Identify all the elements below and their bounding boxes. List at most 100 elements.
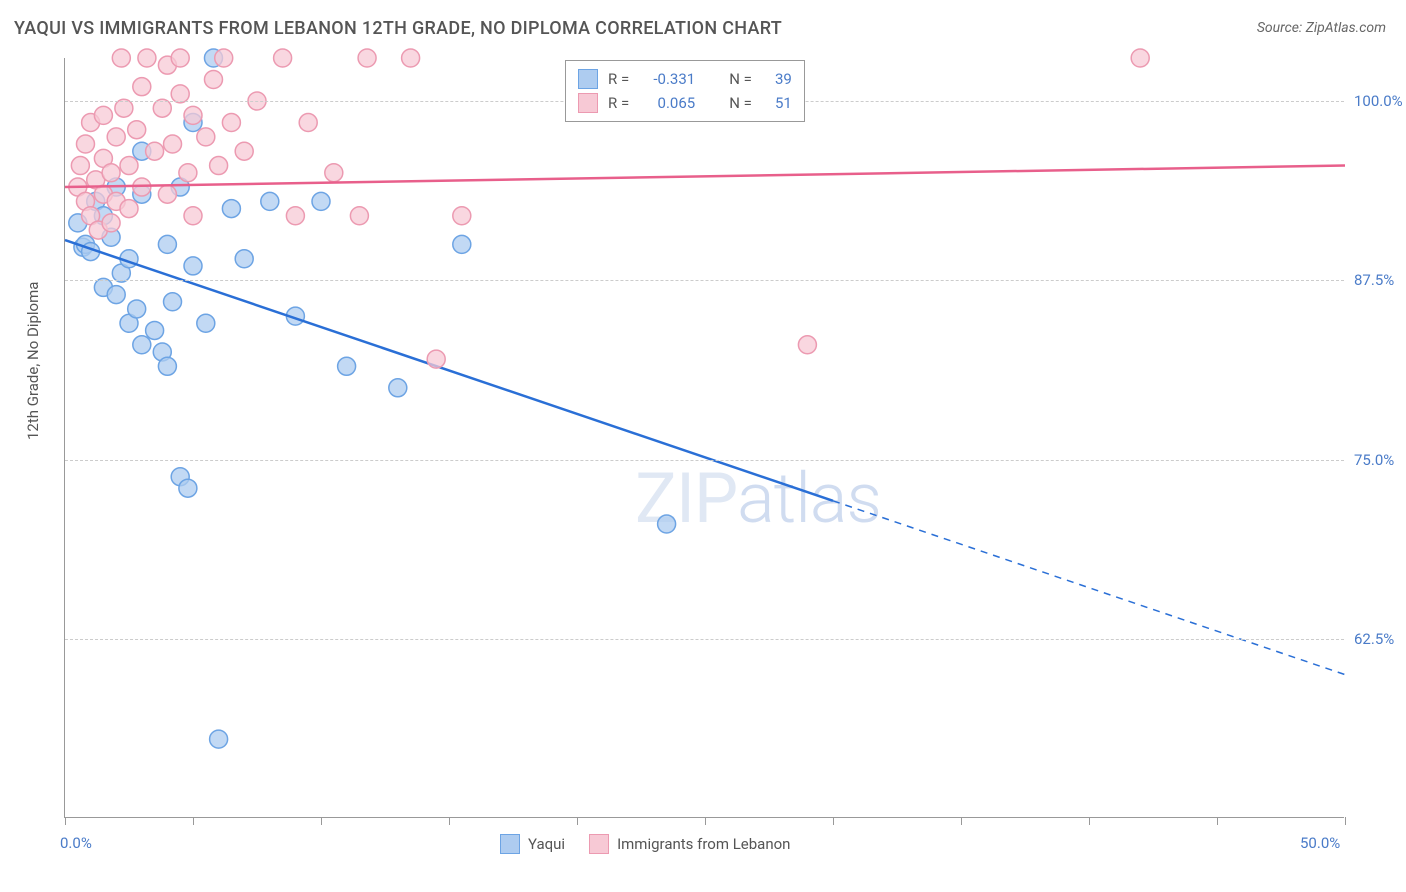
trend-line bbox=[65, 240, 833, 501]
data-point bbox=[358, 49, 376, 67]
x-tick bbox=[1345, 817, 1346, 825]
grid-line bbox=[65, 280, 1344, 281]
data-point bbox=[658, 515, 676, 533]
correlation-legend: R = -0.331 N = 39 R = 0.065 N = 51 bbox=[565, 60, 805, 122]
data-point bbox=[274, 49, 292, 67]
data-point bbox=[171, 49, 189, 67]
legend-series-item: Yaqui bbox=[500, 834, 565, 854]
data-point bbox=[197, 314, 215, 332]
legend-series-label: Yaqui bbox=[528, 835, 565, 853]
data-point bbox=[158, 357, 176, 375]
r-value: 0.065 bbox=[639, 91, 695, 115]
r-label: R = bbox=[608, 91, 629, 115]
data-point bbox=[312, 192, 330, 210]
n-label: N = bbox=[729, 67, 752, 91]
x-tick bbox=[961, 817, 962, 825]
data-point bbox=[235, 250, 253, 268]
plot-area: ZIPatlas bbox=[64, 58, 1344, 818]
n-value: 51 bbox=[762, 91, 792, 115]
x-tick bbox=[321, 817, 322, 825]
data-point bbox=[210, 157, 228, 175]
data-point bbox=[286, 207, 304, 225]
data-point bbox=[138, 49, 156, 67]
data-point bbox=[261, 192, 279, 210]
data-point bbox=[210, 730, 228, 748]
x-tick bbox=[193, 817, 194, 825]
data-point bbox=[128, 121, 146, 139]
data-point bbox=[427, 350, 445, 368]
data-point bbox=[112, 49, 130, 67]
y-tick-label: 100.0% bbox=[1354, 92, 1403, 110]
data-point bbox=[197, 128, 215, 146]
data-point bbox=[179, 164, 197, 182]
chart-title: YAQUI VS IMMIGRANTS FROM LEBANON 12TH GR… bbox=[14, 18, 782, 39]
data-point bbox=[102, 214, 120, 232]
data-point bbox=[107, 286, 125, 304]
data-point bbox=[350, 207, 368, 225]
data-point bbox=[120, 200, 138, 218]
data-point bbox=[325, 164, 343, 182]
r-label: R = bbox=[608, 67, 629, 91]
data-point bbox=[389, 379, 407, 397]
x-tick bbox=[705, 817, 706, 825]
data-point bbox=[453, 235, 471, 253]
data-point bbox=[164, 293, 182, 311]
y-axis-title: 12th Grade, No Diploma bbox=[24, 282, 42, 440]
x-tick-label: 50.0% bbox=[1300, 834, 1340, 852]
legend-swatch bbox=[578, 69, 598, 89]
data-point bbox=[204, 71, 222, 89]
data-point bbox=[158, 185, 176, 203]
data-point bbox=[184, 207, 202, 225]
y-tick-label: 87.5% bbox=[1354, 271, 1394, 289]
y-tick-label: 62.5% bbox=[1354, 630, 1394, 648]
data-point bbox=[133, 336, 151, 354]
data-point bbox=[128, 300, 146, 318]
data-point bbox=[133, 78, 151, 96]
data-point bbox=[179, 479, 197, 497]
data-point bbox=[235, 142, 253, 160]
data-point bbox=[215, 49, 233, 67]
legend-swatch bbox=[589, 834, 609, 854]
n-value: 39 bbox=[762, 67, 792, 91]
x-tick bbox=[577, 817, 578, 825]
x-tick-label: 0.0% bbox=[60, 834, 92, 852]
data-point bbox=[222, 200, 240, 218]
legend-series-label: Immigrants from Lebanon bbox=[617, 835, 790, 853]
grid-line bbox=[65, 460, 1344, 461]
data-point bbox=[146, 142, 164, 160]
data-point bbox=[184, 257, 202, 275]
legend-swatch bbox=[578, 93, 598, 113]
data-point bbox=[71, 157, 89, 175]
data-point bbox=[338, 357, 356, 375]
data-point bbox=[94, 106, 112, 124]
legend-correlation-row: R = -0.331 N = 39 bbox=[578, 67, 792, 91]
data-point bbox=[158, 235, 176, 253]
x-tick bbox=[1089, 817, 1090, 825]
grid-line bbox=[65, 639, 1344, 640]
legend-correlation-row: R = 0.065 N = 51 bbox=[578, 91, 792, 115]
data-point bbox=[222, 114, 240, 132]
data-point bbox=[1131, 49, 1149, 67]
n-label: N = bbox=[729, 91, 752, 115]
data-point bbox=[299, 114, 317, 132]
x-tick bbox=[833, 817, 834, 825]
data-point bbox=[164, 135, 182, 153]
data-point bbox=[798, 336, 816, 354]
y-tick-label: 75.0% bbox=[1354, 451, 1394, 469]
data-point bbox=[453, 207, 471, 225]
legend-swatch bbox=[500, 834, 520, 854]
source-attribution: Source: ZipAtlas.com bbox=[1257, 20, 1386, 36]
trend-line-extrapolated bbox=[833, 501, 1345, 675]
r-value: -0.331 bbox=[639, 67, 695, 91]
trend-line bbox=[65, 166, 1345, 188]
chart-container: YAQUI VS IMMIGRANTS FROM LEBANON 12TH GR… bbox=[0, 0, 1406, 892]
data-point bbox=[107, 128, 125, 146]
data-point bbox=[146, 321, 164, 339]
data-point bbox=[102, 164, 120, 182]
data-point bbox=[184, 106, 202, 124]
data-point bbox=[120, 157, 138, 175]
data-point bbox=[402, 49, 420, 67]
series-legend: Yaqui Immigrants from Lebanon bbox=[500, 834, 790, 854]
x-tick bbox=[1217, 817, 1218, 825]
legend-series-item: Immigrants from Lebanon bbox=[589, 834, 790, 854]
